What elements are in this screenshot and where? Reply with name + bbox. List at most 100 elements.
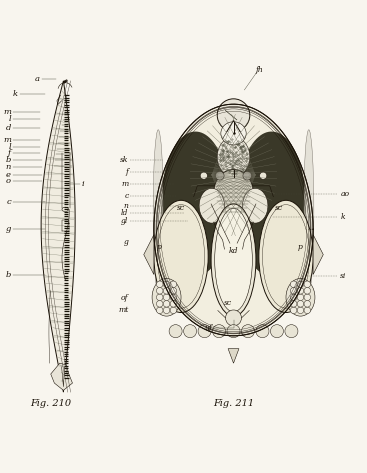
- Text: f: f: [126, 168, 128, 176]
- Circle shape: [290, 307, 297, 314]
- Text: Fig. 211: Fig. 211: [213, 399, 254, 408]
- Circle shape: [163, 300, 170, 307]
- Ellipse shape: [153, 130, 163, 293]
- Polygon shape: [313, 235, 323, 274]
- Text: l: l: [8, 143, 11, 151]
- Ellipse shape: [217, 137, 250, 177]
- Text: l: l: [8, 115, 11, 123]
- Text: m: m: [121, 180, 128, 188]
- Polygon shape: [41, 81, 75, 392]
- Ellipse shape: [304, 130, 314, 293]
- Text: k: k: [340, 212, 345, 220]
- Text: m: m: [3, 135, 11, 143]
- Text: sk: sk: [120, 157, 128, 165]
- Text: c: c: [6, 198, 11, 206]
- Circle shape: [227, 324, 240, 338]
- Text: i: i: [81, 180, 84, 188]
- Ellipse shape: [286, 279, 315, 316]
- Polygon shape: [237, 131, 306, 276]
- Polygon shape: [243, 188, 268, 223]
- Circle shape: [212, 324, 226, 338]
- Circle shape: [170, 294, 177, 300]
- Ellipse shape: [152, 279, 181, 316]
- Circle shape: [170, 288, 177, 294]
- Text: p: p: [298, 243, 303, 251]
- Text: g: g: [124, 238, 128, 246]
- Circle shape: [170, 281, 177, 288]
- Circle shape: [163, 307, 170, 314]
- Circle shape: [290, 281, 297, 288]
- Circle shape: [290, 300, 297, 307]
- Text: kd: kd: [229, 247, 238, 255]
- Circle shape: [156, 281, 163, 288]
- Circle shape: [156, 307, 163, 314]
- Ellipse shape: [221, 122, 246, 145]
- Circle shape: [170, 300, 177, 307]
- Text: mt: mt: [118, 306, 128, 314]
- Text: p: p: [157, 243, 162, 251]
- Circle shape: [163, 281, 170, 288]
- Circle shape: [156, 294, 163, 300]
- Circle shape: [256, 324, 269, 338]
- Circle shape: [297, 288, 304, 294]
- Text: k: k: [13, 89, 18, 97]
- Text: n: n: [124, 202, 128, 210]
- Circle shape: [169, 324, 182, 338]
- Text: c: c: [124, 192, 128, 200]
- Ellipse shape: [62, 207, 69, 211]
- Circle shape: [290, 294, 297, 300]
- Circle shape: [215, 171, 224, 180]
- Circle shape: [270, 324, 283, 338]
- Text: uf: uf: [204, 324, 212, 332]
- Circle shape: [156, 300, 163, 307]
- Circle shape: [297, 307, 304, 314]
- Circle shape: [297, 281, 304, 288]
- Text: si: si: [340, 272, 347, 280]
- Text: gl: gl: [121, 217, 128, 225]
- Ellipse shape: [215, 208, 252, 312]
- Text: o: o: [6, 177, 11, 185]
- Polygon shape: [144, 235, 154, 274]
- Ellipse shape: [214, 169, 254, 217]
- Polygon shape: [154, 104, 313, 336]
- Circle shape: [285, 324, 298, 338]
- Text: of: of: [121, 294, 128, 302]
- Text: ao: ao: [340, 190, 349, 198]
- Text: f: f: [8, 149, 11, 157]
- Polygon shape: [51, 363, 72, 390]
- Text: d: d: [6, 124, 11, 132]
- Circle shape: [304, 307, 310, 314]
- Text: fh: fh: [255, 66, 263, 74]
- Text: sc: sc: [177, 203, 185, 211]
- Ellipse shape: [259, 200, 313, 313]
- Circle shape: [217, 99, 250, 131]
- Text: e: e: [6, 171, 11, 179]
- Text: g: g: [6, 225, 11, 233]
- Text: m: m: [3, 108, 11, 115]
- Circle shape: [163, 294, 170, 300]
- Circle shape: [198, 324, 211, 338]
- Text: sc: sc: [275, 203, 283, 211]
- Circle shape: [170, 307, 177, 314]
- Circle shape: [297, 294, 304, 300]
- Ellipse shape: [211, 204, 256, 316]
- Ellipse shape: [154, 200, 208, 313]
- Circle shape: [226, 310, 241, 326]
- Circle shape: [200, 172, 207, 179]
- Polygon shape: [228, 349, 239, 363]
- Circle shape: [184, 324, 197, 338]
- Circle shape: [304, 294, 310, 300]
- Text: ld: ld: [121, 209, 128, 217]
- Circle shape: [290, 288, 297, 294]
- Circle shape: [243, 171, 252, 180]
- Circle shape: [304, 300, 310, 307]
- Text: a: a: [35, 75, 40, 83]
- Text: sc: sc: [224, 299, 232, 307]
- Text: b: b: [6, 157, 11, 165]
- Circle shape: [259, 172, 267, 179]
- Circle shape: [304, 281, 310, 288]
- Polygon shape: [161, 131, 230, 276]
- Text: n: n: [6, 163, 11, 171]
- Circle shape: [241, 324, 254, 338]
- Circle shape: [163, 288, 170, 294]
